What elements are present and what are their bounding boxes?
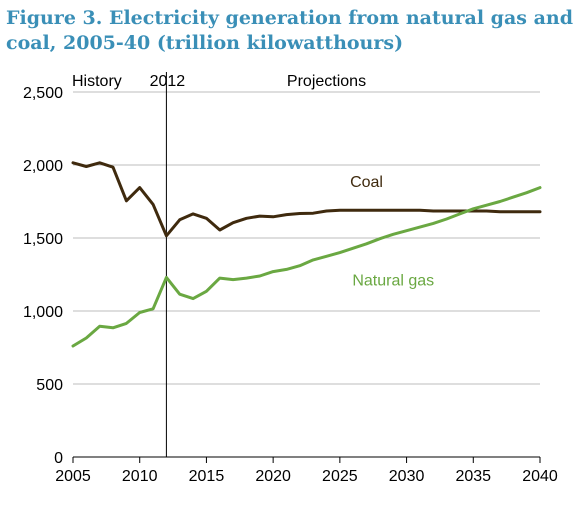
axes: 0 500 1,000 1,500 2,000 2,500 2005 2010 2015 2020…: [23, 72, 558, 485]
projections-label: Projections: [287, 73, 366, 90]
x-tick-label: 2025: [322, 468, 358, 485]
coal-series-line: [71, 161, 542, 238]
x-tick-label: 2035: [455, 468, 491, 485]
chart-title: Figure 3. Electricity generation from na…: [6, 7, 574, 54]
x-tick-label: 2030: [389, 468, 425, 485]
chart-labels: History 2012 Projections Coal Natural gas: [72, 73, 434, 289]
gridlines: [73, 91, 540, 385]
history-year-label: 2012: [150, 73, 186, 90]
y-tick-label: 0: [54, 450, 63, 467]
series-lines: [71, 161, 542, 348]
x-tick-label: 2015: [189, 468, 225, 485]
natural-gas-series-label: Natural gas: [352, 272, 434, 289]
history-label: History: [72, 73, 122, 90]
natural-gas-series-line: [71, 186, 542, 348]
y-tick-label: 1,500: [23, 231, 63, 248]
y-tick-label: 1,000: [23, 304, 63, 321]
y-tick-label: 500: [36, 377, 63, 394]
y-tick-label: 2,500: [23, 85, 63, 102]
coal-series-label: Coal: [350, 174, 383, 191]
x-tick-label: 2005: [55, 468, 91, 485]
x-tick-label: 2020: [255, 468, 291, 485]
y-tick-label: 2,000: [23, 158, 63, 175]
x-tick-label: 2040: [522, 468, 558, 485]
x-tick-label: 2010: [122, 468, 158, 485]
